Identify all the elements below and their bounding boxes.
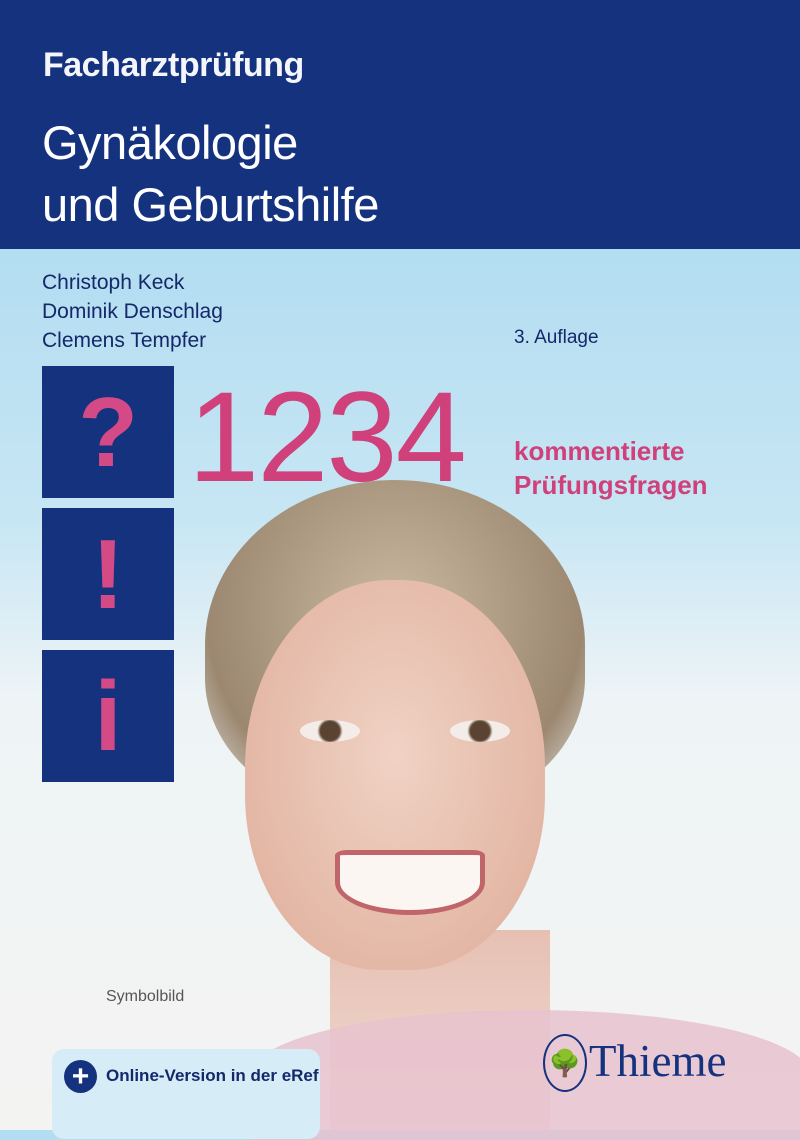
image-caption: Symbolbild [106, 988, 185, 1005]
author: Dominik Denschlag [42, 300, 223, 323]
label-line: kommentierte [514, 436, 685, 466]
question-mark-icon: ? [42, 366, 174, 498]
photo-eye-left [300, 720, 360, 742]
author: Clemens Tempfer [42, 329, 207, 352]
question-count-label: kommentierte Prüfungsfragen [514, 434, 708, 502]
book-title: Gynäkologie und Geburtshilfe [42, 112, 379, 236]
author: Christoph Keck [42, 271, 185, 294]
photo-eye-right [450, 720, 510, 742]
online-badge [52, 1049, 320, 1139]
plus-icon: + [64, 1060, 97, 1093]
title-line: und Geburtshilfe [42, 178, 379, 231]
photo-smile [335, 850, 485, 915]
online-badge-label: Online-Version in der eRef [106, 1066, 319, 1085]
label-line: Prüfungsfragen [514, 470, 708, 500]
info-icon: i [42, 650, 174, 782]
tree-logo-icon: 🌳 [543, 1034, 587, 1092]
author-list: Christoph Keck Dominik Denschlag Clemens… [42, 268, 223, 355]
title-line: Gynäkologie [42, 116, 298, 169]
photo-shirt [250, 1010, 800, 1140]
exclamation-icon: ! [42, 508, 174, 640]
series-title: Facharztprüfung [43, 46, 304, 84]
title-banner: Facharztprüfung Gynäkologie und Geburtsh… [0, 0, 800, 249]
question-count: 1234 [188, 366, 467, 509]
edition: 3. Auflage [514, 327, 599, 348]
publisher-logo: Thieme [589, 1036, 727, 1086]
